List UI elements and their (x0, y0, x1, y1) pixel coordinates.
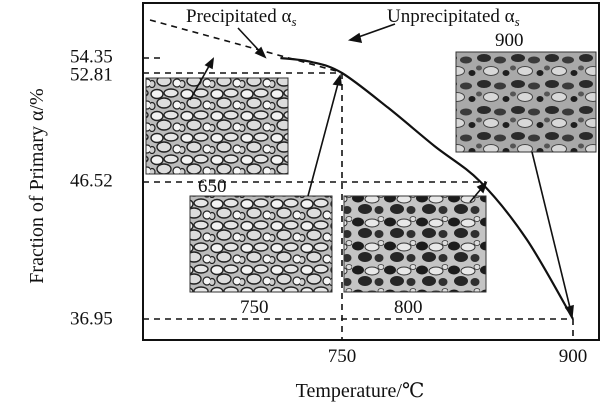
y-axis-title: Fraction of Primary α/% (26, 88, 48, 283)
callout-unprecipitated: Unprecipitated αs (387, 6, 520, 29)
inset-label-900: 900 (495, 30, 524, 51)
inset-750-image (189, 195, 333, 293)
inset-800-image (343, 195, 487, 293)
y-tick-label-54-35: 54.35 (70, 46, 113, 67)
inset-micrographs (145, 51, 597, 293)
plot-frame (142, 2, 600, 341)
inset-label-800: 800 (394, 297, 423, 318)
arrow-750 (307, 75, 341, 197)
callout-precipitated: Precipitated αs (186, 6, 297, 29)
arrow-900 (531, 151, 573, 317)
y-tick-label-46-52: 46.52 (70, 170, 113, 191)
inset-650-image (145, 77, 289, 175)
reference-lines (143, 19, 574, 340)
y-tick-label-52-81: 52.81 (70, 64, 113, 85)
x-tick-label-900: 900 (559, 346, 588, 367)
arrows (189, 23, 574, 319)
y-tick-label-36-95: 36.95 (70, 308, 113, 329)
inset-900-image (455, 51, 597, 153)
ref-dashed-upper (149, 19, 341, 73)
inset-label-750: 750 (240, 297, 269, 318)
x-tick-label-750: 750 (328, 346, 357, 367)
inset-label-650: 650 (198, 176, 227, 197)
primary-alpha-curve (280, 56, 574, 320)
x-axis-title: Temperature/℃ (296, 380, 425, 402)
